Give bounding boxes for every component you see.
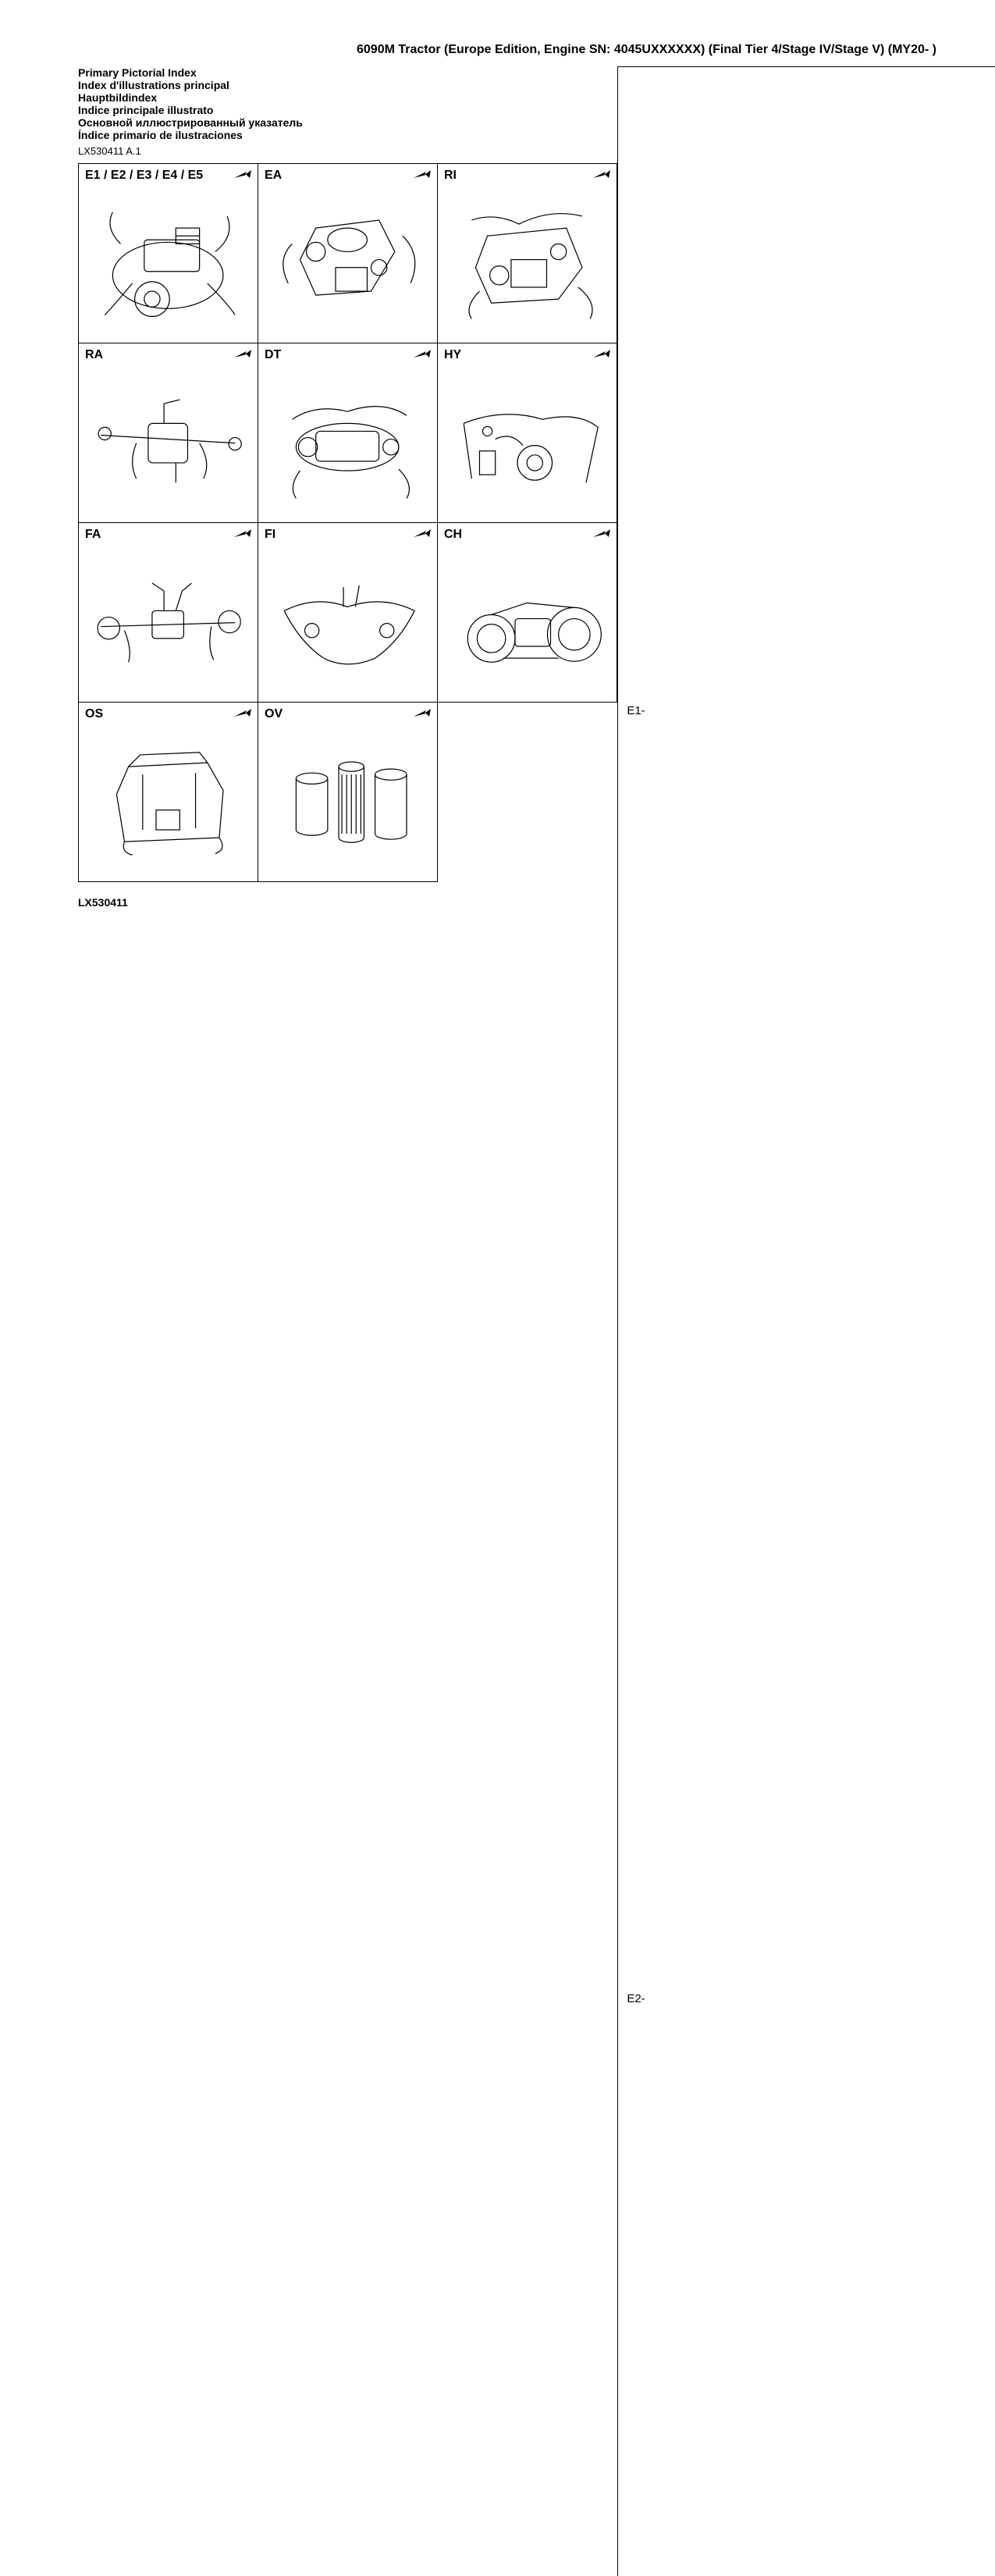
idx-page[interactable]: 171 — [647, 67, 995, 1355]
title-it: Indice principale illustrato — [78, 104, 617, 116]
drivetrain-illustration — [265, 362, 431, 518]
arrow-icon — [234, 170, 251, 181]
cell-fa[interactable]: FA — [79, 523, 258, 703]
operator-station-illustration — [85, 721, 251, 877]
front-axle-illustration — [85, 542, 251, 697]
arrow-icon — [593, 170, 610, 181]
pictorial-grid: E1 / E2 / E3 / E4 / E5 — [78, 163, 617, 882]
cell-ov[interactable]: OV — [258, 703, 438, 882]
cell-header: RI — [444, 169, 610, 183]
title-de: Hauptbildindex — [78, 91, 617, 104]
cell-header: CH — [444, 528, 610, 542]
cell-dt[interactable]: DT — [258, 343, 438, 523]
cell-label: RI — [444, 169, 457, 183]
arrow-icon — [414, 350, 431, 361]
title-fr: Index d'illustrations principal — [78, 79, 617, 91]
multilang-titles: Primary Pictorial Index Index d'illustra… — [78, 66, 617, 142]
idx-code[interactable]: E2- — [618, 1355, 647, 2576]
title-en: Primary Pictorial Index — [78, 66, 617, 79]
cell-header: DT — [265, 348, 431, 362]
cell-label: CH — [444, 528, 462, 542]
idx-page[interactable]: 289 — [647, 1355, 995, 2576]
arrow-icon — [414, 529, 431, 540]
title-es: Índice primario de ilustraciones — [78, 129, 617, 141]
arrow-icon — [593, 529, 610, 540]
cell-header: FA — [85, 528, 251, 542]
cell-header: EA — [265, 169, 431, 183]
chassis-illustration — [444, 542, 610, 697]
rear-axle-illustration — [85, 362, 251, 518]
page-title: 6090M Tractor (Europe Edition, Engine SN… — [78, 43, 936, 57]
engine-illustration — [85, 183, 251, 338]
cell-header: OV — [265, 707, 431, 721]
ref-code-bottom: LX530411 — [78, 896, 617, 909]
hydraulics-illustration — [444, 362, 610, 518]
content-wrap: Primary Pictorial Index Index d'illustra… — [78, 66, 936, 2576]
frame-illustration — [265, 542, 431, 697]
cell-ra[interactable]: RA — [79, 343, 258, 523]
cell-fi[interactable]: FI — [258, 523, 438, 703]
cell-label: FI — [265, 528, 275, 542]
cell-hy[interactable]: HY — [438, 343, 617, 523]
cell-label: EA — [265, 169, 282, 183]
empty-cell — [438, 703, 617, 882]
cell-label: FA — [85, 528, 101, 542]
ref-code-top: LX530411 A.1 — [78, 145, 617, 157]
cell-ea[interactable]: EA — [258, 164, 438, 343]
arrow-icon — [234, 350, 251, 361]
cell-label: RA — [85, 348, 103, 362]
filters-illustration — [265, 721, 431, 877]
cell-label: HY — [444, 348, 461, 362]
title-ru: Основной иллюстрированный указатель — [78, 116, 617, 129]
cell-e1-e5[interactable]: E1 / E2 / E3 / E4 / E5 — [79, 164, 258, 343]
page: 6090M Tractor (Europe Edition, Engine SN… — [0, 0, 995, 1288]
cell-header: HY — [444, 348, 610, 362]
rear-illustration — [444, 183, 610, 338]
cell-header: E1 / E2 / E3 / E4 / E5 — [85, 169, 251, 183]
cell-header: FI — [265, 528, 431, 542]
index-column: E1-171 E2-289 E3-399 E4-517 E5-639 EA-75… — [617, 66, 995, 2576]
arrow-icon — [414, 170, 431, 181]
arrow-icon — [414, 709, 431, 720]
cell-ch[interactable]: CH — [438, 523, 617, 703]
cell-label: OS — [85, 707, 103, 721]
grid-column: Primary Pictorial Index Index d'illustra… — [78, 66, 617, 909]
cell-ri[interactable]: RI — [438, 164, 617, 343]
exhaust-illustration — [265, 183, 431, 338]
arrow-icon — [593, 350, 610, 361]
cell-header: RA — [85, 348, 251, 362]
idx-code[interactable]: E1- — [618, 67, 647, 1355]
arrow-icon — [234, 709, 251, 720]
cell-label: DT — [265, 348, 281, 362]
cell-label: E1 / E2 / E3 / E4 / E5 — [85, 169, 203, 183]
index-table: E1-171 E2-289 E3-399 E4-517 E5-639 EA-75… — [617, 66, 995, 2576]
cell-header: OS — [85, 707, 251, 721]
cell-label: OV — [265, 707, 283, 721]
cell-os[interactable]: OS — [79, 703, 258, 882]
arrow-icon — [234, 529, 251, 540]
